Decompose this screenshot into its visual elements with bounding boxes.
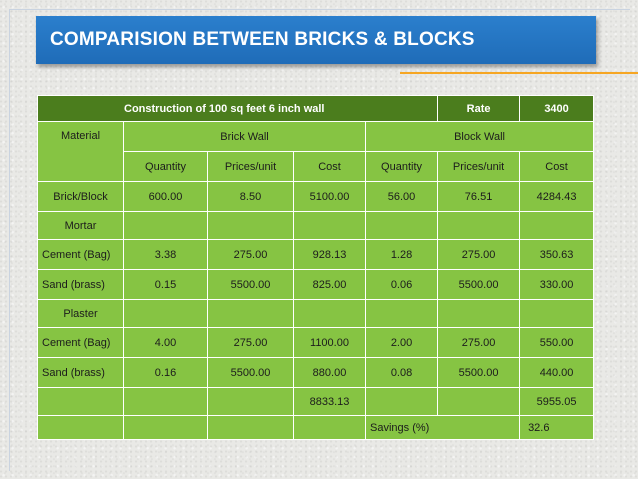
table-cell: 4.00	[123, 327, 208, 358]
table-cell: 5100.00	[293, 181, 366, 212]
table-row: Brick/Block 600.00 8.50 5100.00 56.00 76…	[37, 181, 595, 212]
table-cell: 4284.43	[519, 181, 595, 212]
table-cell	[123, 211, 208, 240]
table-cell: 2.00	[364, 327, 439, 358]
table-cell: 928.13	[293, 239, 366, 270]
block-total-cost: 5955.05	[519, 387, 595, 416]
table-cell: 350.63	[519, 239, 595, 270]
title-bar: COMPARISION BETWEEN BRICKS & BLOCKS	[36, 16, 596, 64]
table-cell	[37, 415, 124, 440]
table-cell: 5500.00	[437, 269, 521, 300]
table-cell	[207, 415, 294, 440]
savings-row: Savings (%) 32.6	[37, 415, 595, 440]
table-cell	[519, 211, 595, 240]
table-cell	[207, 211, 294, 240]
table-cell	[364, 299, 439, 328]
title-accent-line	[400, 72, 638, 74]
table-cell: 1.28	[364, 239, 439, 270]
table-header-row: Construction of 100 sq feet 6 inch wall …	[36, 95, 595, 122]
table-cell	[437, 211, 521, 240]
row-label: Cement (Bag)	[37, 239, 124, 270]
column-header: Quantity	[364, 151, 439, 182]
column-header: Cost	[293, 151, 366, 182]
comparison-table: Construction of 100 sq feet 6 inch wall …	[36, 95, 595, 440]
group-header-row: Material Brick Wall Block Wall	[37, 121, 595, 182]
table-cell	[364, 211, 439, 240]
row-label: Plaster	[37, 299, 124, 328]
row-label: Sand (brass)	[37, 357, 124, 388]
rate-value: 3400	[519, 95, 595, 122]
brick-total-cost: 8833.13	[293, 387, 366, 416]
table-row: Sand (brass) 0.15 5500.00 825.00 0.06 55…	[37, 269, 595, 300]
table-cell: 550.00	[519, 327, 595, 358]
table-cell	[123, 387, 208, 416]
table-cell: 600.00	[123, 181, 208, 212]
table-cell	[37, 387, 124, 416]
savings-value: 32.6	[519, 415, 595, 440]
slide-title: COMPARISION BETWEEN BRICKS & BLOCKS	[50, 29, 475, 50]
table-cell: 275.00	[437, 327, 521, 358]
table-cell: 8.50	[207, 181, 294, 212]
table-cell: 880.00	[293, 357, 366, 388]
table-cell: 0.16	[123, 357, 208, 388]
table-cell	[123, 415, 208, 440]
column-header-row: Quantity Prices/unit Cost Quantity Price…	[38, 151, 595, 182]
table-cell	[207, 299, 294, 328]
table-cell: 275.00	[437, 239, 521, 270]
table-cell	[293, 415, 366, 440]
table-cell	[293, 211, 366, 240]
table-cell	[293, 299, 366, 328]
table-cell	[437, 299, 521, 328]
table-cell: 1100.00	[293, 327, 366, 358]
table-row: Sand (brass) 0.16 5500.00 880.00 0.08 55…	[37, 357, 595, 388]
material-label: Material	[37, 121, 124, 182]
table-cell: 5500.00	[207, 357, 294, 388]
table-row: Mortar	[37, 211, 595, 240]
totals-row: 8833.13 5955.05	[37, 387, 595, 416]
table-cell: 56.00	[364, 181, 439, 212]
block-wall-label: Block Wall	[364, 121, 595, 152]
row-label: Cement (Bag)	[37, 327, 124, 358]
table-cell	[519, 299, 595, 328]
table-cell: 3.38	[123, 239, 208, 270]
slide-frame	[9, 9, 630, 471]
table-cell: 76.51	[437, 181, 521, 212]
table-cell	[437, 387, 521, 416]
table-cell: 275.00	[207, 239, 294, 270]
table-cell: 0.15	[123, 269, 208, 300]
column-header: Prices/unit	[207, 151, 294, 182]
rate-label: Rate	[437, 95, 521, 122]
row-label: Mortar	[37, 211, 124, 240]
table-cell: 5500.00	[437, 357, 521, 388]
table-cell: 0.06	[364, 269, 439, 300]
table-row: Plaster	[37, 299, 595, 328]
table-cell: 440.00	[519, 357, 595, 388]
table-title: Construction of 100 sq feet 6 inch wall	[36, 95, 439, 122]
table-cell: 5500.00	[207, 269, 294, 300]
savings-label: Savings (%)	[364, 415, 521, 440]
table-cell: 330.00	[519, 269, 595, 300]
table-row: Cement (Bag) 4.00 275.00 1100.00 2.00 27…	[37, 327, 595, 358]
table-cell	[364, 387, 439, 416]
table-cell: 825.00	[293, 269, 366, 300]
column-header: Cost	[519, 151, 595, 182]
brick-wall-label: Brick Wall	[123, 121, 366, 152]
column-header: Prices/unit	[437, 151, 521, 182]
table-row: Cement (Bag) 3.38 275.00 928.13 1.28 275…	[37, 239, 595, 270]
table-cell: 275.00	[207, 327, 294, 358]
table-cell	[207, 387, 294, 416]
table-cell: 0.08	[364, 357, 439, 388]
table-cell	[123, 299, 208, 328]
row-label: Sand (brass)	[37, 269, 124, 300]
column-header: Quantity	[123, 151, 208, 182]
row-label: Brick/Block	[37, 181, 124, 212]
